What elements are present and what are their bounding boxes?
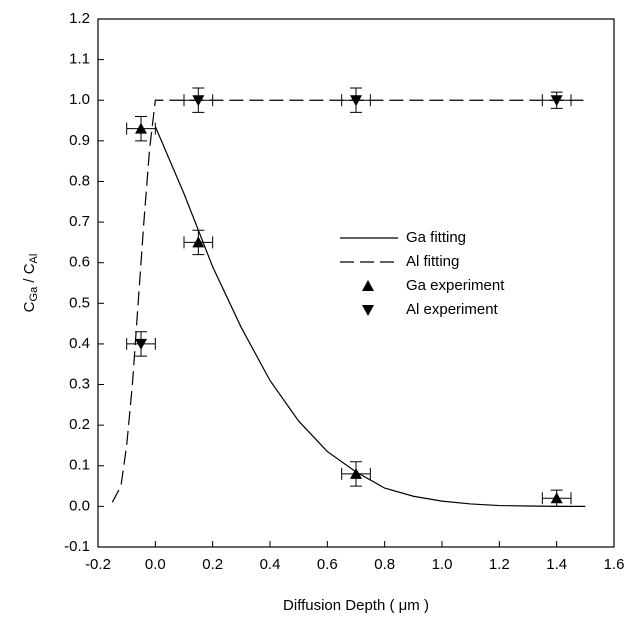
y-label-part: C — [21, 301, 38, 312]
x-tick-label: 1.0 — [432, 556, 453, 573]
x-axis-label: Diffusion Depth ( μm ) — [283, 597, 429, 614]
legend-label: Ga fitting — [406, 229, 466, 246]
y-label-part: / — [21, 274, 38, 287]
y-tick-label: 1.2 — [69, 10, 90, 27]
y-tick-label: 0.2 — [69, 416, 90, 433]
y-tick-label: 0.7 — [69, 213, 90, 230]
y-tick-label: 0.1 — [69, 457, 90, 474]
marker — [350, 467, 362, 479]
y-tick-label: 0.6 — [69, 254, 90, 271]
x-tick-label: 1.2 — [489, 556, 510, 573]
y-tick-label: -0.1 — [64, 538, 90, 555]
x-tick-label: 0.0 — [145, 556, 166, 573]
marker — [550, 95, 563, 107]
y-tick-label: 0.3 — [69, 376, 90, 393]
legend-marker — [362, 280, 374, 291]
x-tick-label: 0.6 — [317, 556, 338, 573]
legend-label: Al fitting — [406, 253, 459, 270]
fit-line — [154, 126, 586, 507]
fit-line — [111, 99, 586, 503]
x-tick-label: 0.8 — [374, 556, 395, 573]
y-label-part: Ga — [28, 286, 40, 302]
plot-frame — [97, 18, 615, 548]
y-tick-label: 1.1 — [69, 51, 90, 68]
y-label-part: C — [21, 263, 38, 274]
marker — [135, 122, 147, 134]
x-tick-label: 0.4 — [260, 556, 281, 573]
y-tick-label: 0.4 — [69, 335, 90, 352]
y-tick-label: 0.0 — [69, 497, 90, 514]
marker — [350, 95, 362, 107]
marker — [550, 492, 563, 504]
x-tick-label: -0.2 — [85, 556, 111, 573]
y-tick-label: 0.9 — [69, 132, 90, 149]
marker — [192, 236, 205, 248]
x-tick-label: 1.4 — [546, 556, 567, 573]
x-tick-label: 0.2 — [202, 556, 223, 573]
y-label-part: Al — [28, 254, 40, 264]
legend-label: Ga experiment — [406, 277, 505, 294]
legend-marker — [362, 305, 374, 316]
y-axis-label: CGa / CAl — [21, 254, 40, 313]
y-tick-label: 0.5 — [69, 294, 90, 311]
y-tick-label: 1.0 — [69, 91, 90, 108]
marker — [192, 95, 205, 107]
marker — [135, 338, 147, 350]
legend-label: Al experiment — [406, 301, 499, 318]
y-tick-label: 0.8 — [69, 172, 90, 189]
x-tick-label: 1.6 — [604, 556, 625, 573]
